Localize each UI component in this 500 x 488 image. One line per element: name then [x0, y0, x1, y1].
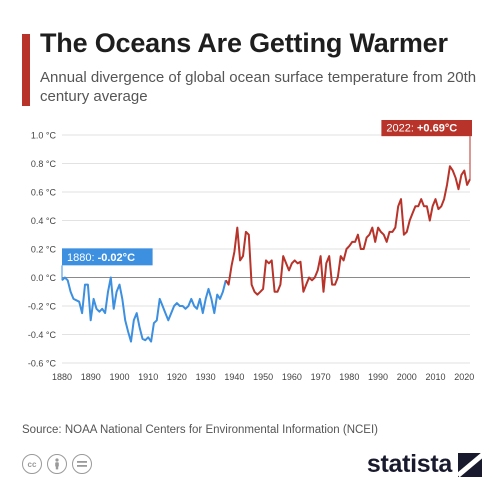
line-chart: 1.0 °C 0.8 °C 0.6 °C 0.4 °C 0.2 °C 0.0 °C -0.2… — [28, 120, 474, 382]
person-icon[interactable] — [47, 454, 67, 474]
x-tick-label: 1890 — [81, 372, 101, 382]
x-tick-label: 1980 — [339, 372, 359, 382]
x-tick-label: 2020 — [454, 372, 474, 382]
x-tick-label: 1880 — [52, 372, 72, 382]
chart-title: The Oceans Are Getting Warmer — [40, 28, 448, 58]
y-tick-label: -0.2 °C — [28, 302, 57, 312]
x-tick-label: 1900 — [109, 372, 129, 382]
brand-name: statista — [366, 450, 452, 478]
x-tick-label: 2010 — [426, 372, 446, 382]
y-tick-label: -0.4 °C — [28, 330, 57, 340]
license-icons: cc — [22, 454, 92, 474]
equals-icon[interactable] — [72, 454, 92, 474]
statista-brand[interactable]: statista — [367, 450, 482, 479]
annotation-label: 2022: +0.69°C — [386, 123, 457, 135]
series-lines — [61, 165, 471, 343]
annotation-label: 1880: -0.02°C — [67, 252, 135, 264]
x-tick-label: 2000 — [397, 372, 417, 382]
cc-icon[interactable]: cc — [22, 454, 42, 474]
title-accent-bar — [22, 34, 30, 106]
y-tick-label: 0.0 °C — [31, 273, 57, 283]
statista-logo-icon — [458, 452, 482, 477]
x-tick-label: 1970 — [311, 372, 331, 382]
x-tick-label: 1960 — [282, 372, 302, 382]
x-tick-label: 1990 — [368, 372, 388, 382]
x-tick-label: 1910 — [138, 372, 158, 382]
annotation-box — [381, 120, 472, 137]
y-tick-label: 1.0 °C — [31, 131, 57, 141]
x-tick-label: 1930 — [196, 372, 216, 382]
y-tick-label: 0.6 °C — [31, 188, 57, 198]
chart-subtitle: Annual divergence of global ocean surfac… — [40, 69, 477, 105]
x-axis-tick-labels: 1880 1890 1900 1910 1920 1930 1940 1950 1960 1970… — [52, 372, 474, 382]
y-tick-label: 0.4 °C — [31, 216, 57, 226]
x-tick-label: 1950 — [253, 372, 273, 382]
series-line-early — [61, 276, 227, 343]
annotations: 1880: -0.02°C 2022: +0.69°C — [61, 120, 472, 281]
source-note: Source: NOAA National Centers for Enviro… — [22, 424, 379, 436]
y-tick-label: 0.2 °C — [31, 245, 57, 255]
y-tick-label: -0.6 °C — [28, 359, 57, 369]
series-line-late — [224, 165, 471, 296]
x-tick-label: 1940 — [224, 372, 244, 382]
y-tick-label: 0.8 °C — [31, 159, 57, 169]
y-axis-tick-labels: 1.0 °C 0.8 °C 0.6 °C 0.4 °C 0.2 °C 0.0 °C -0.2… — [28, 131, 57, 369]
x-tick-label: 1920 — [167, 372, 187, 382]
annotation-box — [62, 248, 153, 266]
